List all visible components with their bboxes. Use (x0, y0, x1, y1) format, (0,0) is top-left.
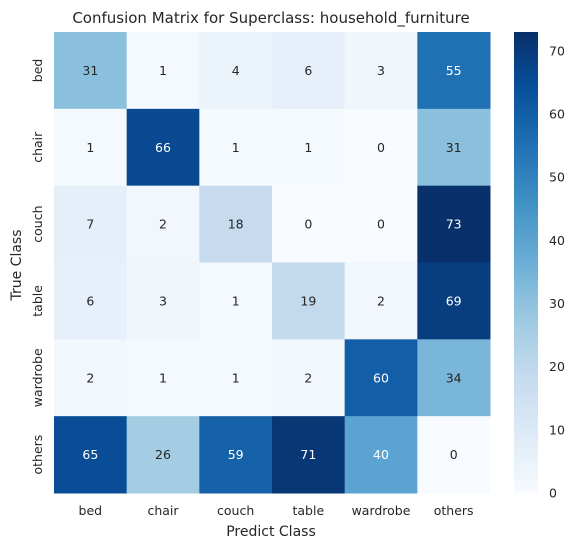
colorbar-tick-label: 30 (549, 296, 565, 311)
colorbar-tick-label: 20 (549, 359, 565, 374)
cell-value-label: 0 (377, 217, 385, 232)
cell-value-label: 34 (446, 370, 462, 385)
heatmap-cells (54, 32, 491, 494)
cell-value-label: 71 (300, 447, 316, 462)
cell-value-label: 2 (377, 293, 385, 308)
y-tick-label: chair (30, 131, 45, 163)
cell-value-label: 73 (446, 217, 462, 232)
cell-value-label: 31 (82, 63, 98, 78)
colorbar-tick-label: 50 (549, 170, 565, 185)
colorbar-gradient (514, 32, 538, 493)
cell-value-label: 31 (446, 140, 462, 155)
colorbar-tick-label: 60 (549, 107, 565, 122)
colorbar-tick-label: 40 (549, 233, 565, 248)
cell-value-label: 59 (228, 447, 244, 462)
cell-value-label: 0 (450, 447, 458, 462)
cell-value-label: 3 (377, 63, 385, 78)
x-tick-label: others (434, 503, 474, 518)
cell-value-label: 26 (155, 447, 171, 462)
cell-value-label: 0 (304, 217, 312, 232)
y-tick-label: wardrobe (30, 348, 45, 407)
cell-value-label: 2 (86, 370, 94, 385)
x-tick-label: bed (79, 503, 103, 518)
y-tick-label: couch (30, 205, 45, 242)
cell-value-label: 1 (232, 293, 240, 308)
colorbar-tick-label: 70 (549, 43, 565, 58)
cell-value-label: 66 (155, 140, 171, 155)
cell-value-label: 0 (377, 140, 385, 155)
x-tick-label: table (292, 503, 324, 518)
y-axis-ticks: bed chair couch table wardrobe others (30, 59, 45, 475)
y-tick-label: table (30, 285, 45, 317)
cell-value-label: 60 (373, 370, 389, 385)
cell-value-label: 1 (304, 140, 312, 155)
colorbar-tick-label: 0 (549, 486, 557, 501)
cell-value-label: 55 (446, 63, 462, 78)
cell-value-label: 19 (300, 293, 316, 308)
cell-value-label: 6 (304, 63, 312, 78)
colorbar: 0 10 20 30 40 50 60 70 (514, 32, 565, 501)
cell-value-label: 1 (232, 140, 240, 155)
cell-value-label: 1 (232, 370, 240, 385)
cell-value-label: 69 (446, 293, 462, 308)
cell-value-label: 4 (232, 63, 240, 78)
cell-value-label: 7 (86, 217, 94, 232)
x-tick-label: couch (217, 503, 254, 518)
y-tick-label: bed (30, 59, 45, 83)
cell-value-label: 1 (159, 370, 167, 385)
chart-title: Confusion Matrix for Superclass: househo… (72, 9, 469, 28)
cell-value-label: 40 (373, 447, 389, 462)
x-axis-label: Predict Class (226, 524, 316, 540)
cell-value-label: 6 (86, 293, 94, 308)
cell-value-label: 65 (82, 447, 98, 462)
x-axis-ticks: bed chair couch table wardrobe others (79, 503, 474, 518)
cell-value-label: 18 (228, 217, 244, 232)
cell-value-label: 1 (86, 140, 94, 155)
colorbar-tick-label: 10 (549, 422, 565, 437)
cell-value-label: 1 (159, 63, 167, 78)
y-tick-label: others (30, 435, 45, 475)
y-axis-label: True Class (9, 229, 25, 301)
cell-value-label: 3 (159, 293, 167, 308)
cell-value-label: 2 (159, 217, 167, 232)
cell-value-label: 2 (304, 370, 312, 385)
x-tick-label: chair (147, 503, 179, 518)
x-tick-label: wardrobe (352, 503, 411, 518)
